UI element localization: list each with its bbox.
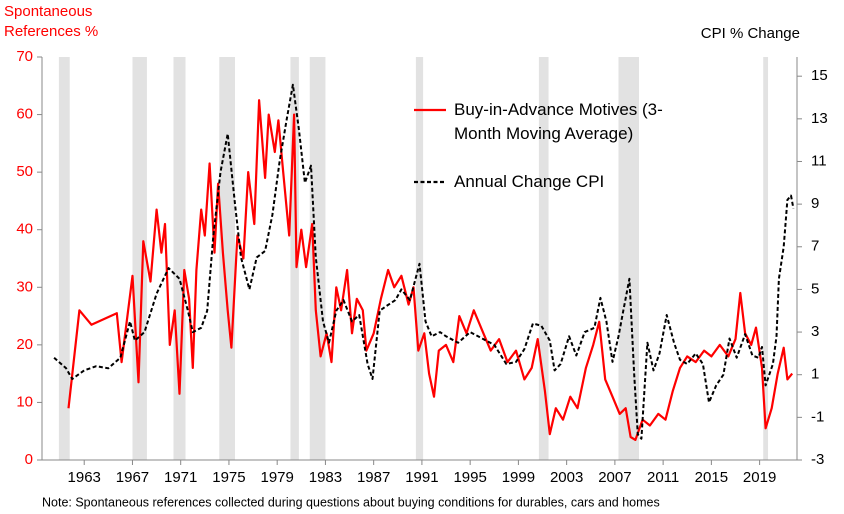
x-tick-label: 2011	[647, 469, 679, 486]
series-line	[67, 99, 794, 441]
x-tick-label: 1971	[164, 469, 197, 486]
y2-tick-label: 1	[811, 366, 819, 383]
y-tick-label: 50	[16, 163, 33, 180]
x-tick-label: 2003	[550, 469, 583, 486]
x-tick-label: 1979	[260, 469, 293, 486]
y2-tick-label: 15	[811, 67, 828, 84]
x-tick-label: 1995	[453, 469, 486, 486]
y-tick-label: 20	[16, 336, 33, 353]
x-tick-label: 1999	[502, 469, 535, 486]
y-tick-label: 30	[16, 278, 33, 295]
series-line	[53, 83, 795, 440]
x-tick-label: 1963	[68, 469, 101, 486]
recession-band	[618, 57, 640, 460]
y2-tick-label: 13	[811, 110, 828, 127]
legend-label: Buy-in-Advance Motives (3-Month Moving A…	[454, 100, 663, 143]
recession-band	[309, 57, 326, 460]
recession-band	[219, 57, 235, 460]
x-tick-label: 1991	[405, 469, 438, 486]
x-tick-label: 2019	[743, 469, 776, 486]
recession-band	[538, 57, 549, 460]
y-tick-label: 0	[25, 451, 33, 468]
y-tick-label: 10	[16, 393, 33, 410]
recession-band	[58, 57, 70, 460]
recession-band	[290, 57, 299, 460]
y-tick-label: 40	[16, 221, 33, 238]
x-tick-label: 1987	[357, 469, 390, 486]
y2-tick-label: -1	[811, 408, 824, 425]
y2-tick-label: 11	[811, 152, 827, 169]
y-tick-label: 60	[16, 106, 33, 123]
y2-label: CPI % Change	[701, 25, 800, 42]
recession-band	[415, 57, 424, 460]
legend-label: Annual Change CPI	[454, 172, 605, 191]
y-tick-label: 70	[16, 48, 33, 65]
y2-tick-label: 7	[811, 238, 819, 255]
y2-tick-label: -3	[811, 451, 824, 468]
x-tick-label: 2015	[695, 469, 728, 486]
recession-band	[132, 57, 147, 460]
x-tick-label: 1975	[212, 469, 245, 486]
y2-tick-label: 3	[811, 323, 819, 340]
x-tick-label: 1983	[309, 469, 342, 486]
recession-band	[173, 57, 186, 460]
note: Note: Spontaneous references collected d…	[42, 495, 660, 509]
y-label: References %	[4, 23, 98, 40]
recession-band	[763, 57, 769, 460]
y2-tick-label: 5	[811, 280, 819, 297]
y-label: Spontaneous	[4, 3, 92, 20]
y2-tick-label: 9	[811, 195, 819, 212]
x-tick-label: 2007	[598, 469, 631, 486]
x-tick-label: 1967	[116, 469, 149, 486]
